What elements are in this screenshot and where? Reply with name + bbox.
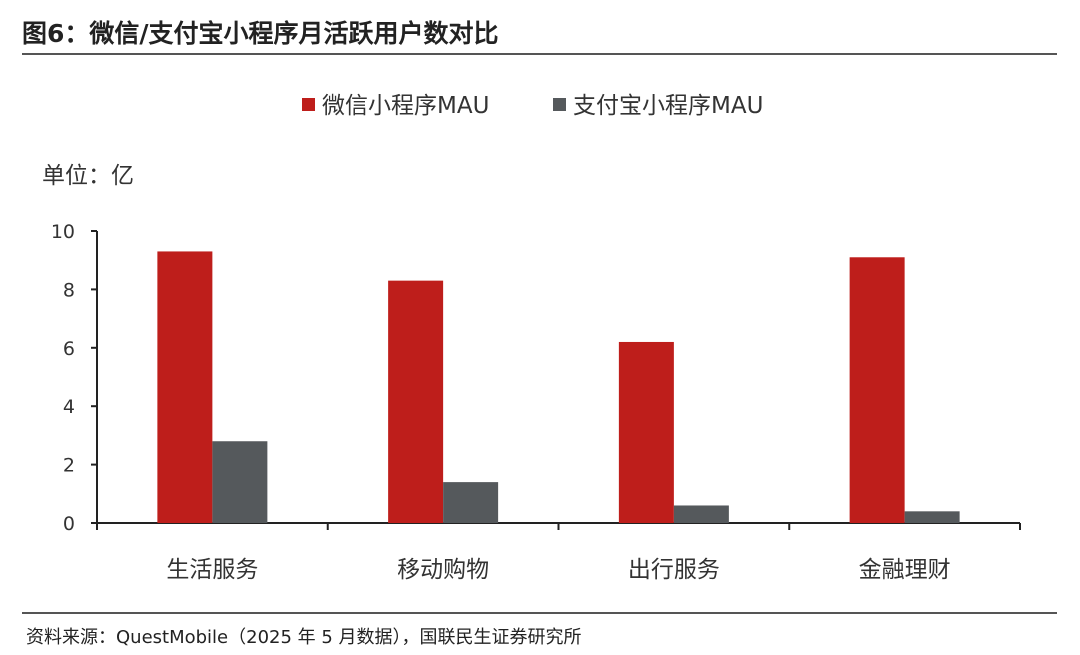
legend-swatch: [302, 98, 315, 111]
x-tick-label: 金融理财: [859, 557, 951, 583]
figure-title: 图6：微信/支付宝小程序月活跃用户数对比: [22, 19, 499, 48]
legend-swatch: [553, 98, 566, 111]
unit-label: 单位：亿: [42, 163, 134, 189]
y-tick-label: 6: [63, 338, 75, 360]
x-tick-label: 生活服务: [166, 557, 258, 583]
source-note: 资料来源：QuestMobile（2025 年 5 月数据），国联民生证券研究所: [26, 627, 582, 648]
y-tick-label: 8: [63, 279, 75, 301]
x-tick-label: 移动购物: [397, 557, 489, 583]
bar-wechat: [618, 341, 674, 523]
y-tick-label: 10: [51, 221, 75, 243]
bar-alipay: [443, 482, 499, 523]
y-tick-label: 2: [63, 455, 75, 477]
top-divider: [22, 53, 1057, 55]
bar-wechat: [388, 280, 444, 523]
bar-wechat: [849, 257, 905, 523]
bar-alipay: [904, 511, 960, 523]
bar-alipay: [212, 441, 268, 523]
bar-alipay: [673, 505, 729, 523]
bottom-divider: [22, 612, 1057, 614]
legend-label: 微信小程序MAU: [322, 93, 489, 119]
legend-label: 支付宝小程序MAU: [573, 93, 763, 119]
y-tick-label: 4: [63, 396, 75, 418]
y-tick-label: 0: [63, 513, 75, 535]
bar-wechat: [157, 251, 213, 523]
x-tick-label: 出行服务: [628, 557, 720, 583]
